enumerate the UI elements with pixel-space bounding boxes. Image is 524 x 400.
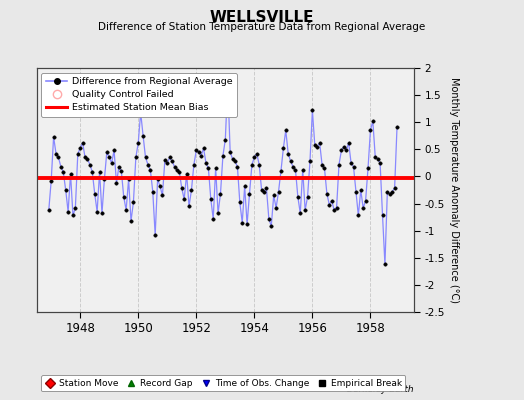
Y-axis label: Monthly Temperature Anomaly Difference (°C): Monthly Temperature Anomaly Difference (… (449, 77, 458, 303)
Legend: Difference from Regional Average, Quality Control Failed, Estimated Station Mean: Difference from Regional Average, Qualit… (41, 73, 237, 117)
Text: WELLSVILLE: WELLSVILLE (210, 10, 314, 25)
Text: Difference of Station Temperature Data from Regional Average: Difference of Station Temperature Data f… (99, 22, 425, 32)
Text: Berkeley Earth: Berkeley Earth (347, 385, 414, 394)
Legend: Station Move, Record Gap, Time of Obs. Change, Empirical Break: Station Move, Record Gap, Time of Obs. C… (41, 375, 406, 392)
